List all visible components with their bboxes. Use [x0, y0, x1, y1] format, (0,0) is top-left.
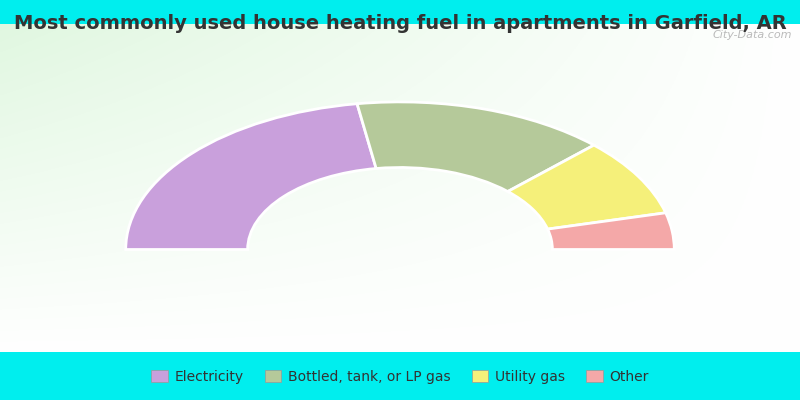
- Text: City-Data.com: City-Data.com: [713, 30, 792, 40]
- Wedge shape: [547, 213, 674, 250]
- Legend: Electricity, Bottled, tank, or LP gas, Utility gas, Other: Electricity, Bottled, tank, or LP gas, U…: [146, 364, 654, 389]
- Wedge shape: [126, 104, 376, 250]
- Text: Most commonly used house heating fuel in apartments in Garfield, AR: Most commonly used house heating fuel in…: [14, 14, 786, 33]
- Wedge shape: [357, 102, 594, 192]
- Wedge shape: [508, 145, 666, 229]
